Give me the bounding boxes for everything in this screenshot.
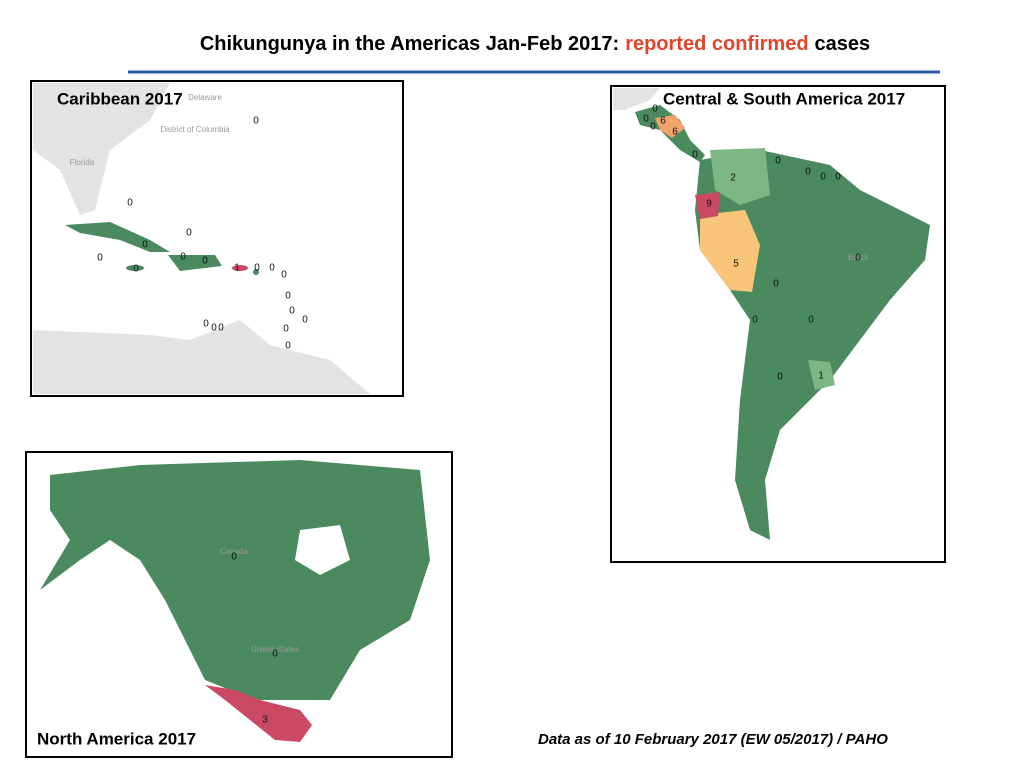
place-name: Florida [70,158,95,167]
case-count: 0 [281,270,287,281]
place-name: Canada [220,547,249,556]
case-count: 0 [180,252,186,263]
case-count: 0 [777,372,783,383]
case-count: 0 [773,279,779,290]
caribbean-map [30,80,404,397]
case-count: 0 [203,319,209,330]
case-count: 0 [752,315,758,326]
case-count: 0 [775,156,781,167]
island [168,255,222,271]
case-count: 1 [234,263,240,274]
country [205,685,312,742]
case-count: 0 [650,122,656,133]
case-count: 3 [262,715,268,726]
title-text: Chikungunya in the Americas Jan-Feb 2017… [200,33,619,55]
title-text: cases [815,33,871,55]
case-count: 0 [855,253,861,264]
case-count: 0 [231,552,237,563]
case-count: 0 [253,116,259,127]
panel-title: North America 2017 [37,729,196,748]
place-name: District of Columbia [160,125,230,134]
island [126,265,144,271]
case-count: 0 [211,323,217,334]
case-count: 6 [672,127,678,138]
case-count: 1 [818,371,824,382]
case-count: 5 [733,259,739,270]
case-count: 0 [285,291,291,302]
case-count: 0 [302,315,308,326]
island [232,265,248,271]
country [700,210,760,292]
north-america-map [25,451,453,758]
case-count: 0 [835,172,841,183]
island [253,269,259,275]
case-count: 0 [133,264,139,275]
case-count: 0 [127,198,133,209]
country [695,192,720,219]
case-count: 0 [692,150,698,161]
slide-title: Chikungunya in the Americas Jan-Feb 2017… [200,33,870,55]
land [613,88,660,110]
south-america-map [610,85,946,563]
case-count: 0 [805,167,811,178]
case-count: 6 [660,116,666,127]
country [40,460,430,700]
country [808,360,835,390]
case-count: 0 [820,172,826,183]
land [33,320,370,394]
bay [295,525,350,575]
case-count: 0 [269,263,275,274]
land [33,83,170,215]
case-count: 0 [97,253,103,264]
case-count: 9 [706,199,712,210]
case-count: 0 [283,324,289,335]
panel-title: Caribbean 2017 [57,89,183,108]
case-count: 0 [218,323,224,334]
case-count: 0 [643,114,649,125]
panel-title: Central & South America 2017 [663,89,905,108]
case-count: 0 [202,256,208,267]
place-name: Brazil [848,253,868,262]
country [655,115,685,138]
country [710,148,770,205]
case-count: 0 [142,240,148,251]
case-count: 0 [808,315,814,326]
place-name: Delaware [188,93,222,102]
case-count: 0 [272,649,278,660]
case-count: 0 [289,306,295,317]
place-name: United States [251,645,299,654]
case-count: 0 [652,104,658,115]
case-count: 0 [186,228,192,239]
source-note: Data as of 10 February 2017 (EW 05/2017)… [538,731,888,748]
case-count: 2 [730,173,736,184]
case-count: 0 [285,341,291,352]
island [65,222,170,252]
title-highlight: reported confirmed [625,33,808,55]
case-count: 0 [254,263,260,274]
